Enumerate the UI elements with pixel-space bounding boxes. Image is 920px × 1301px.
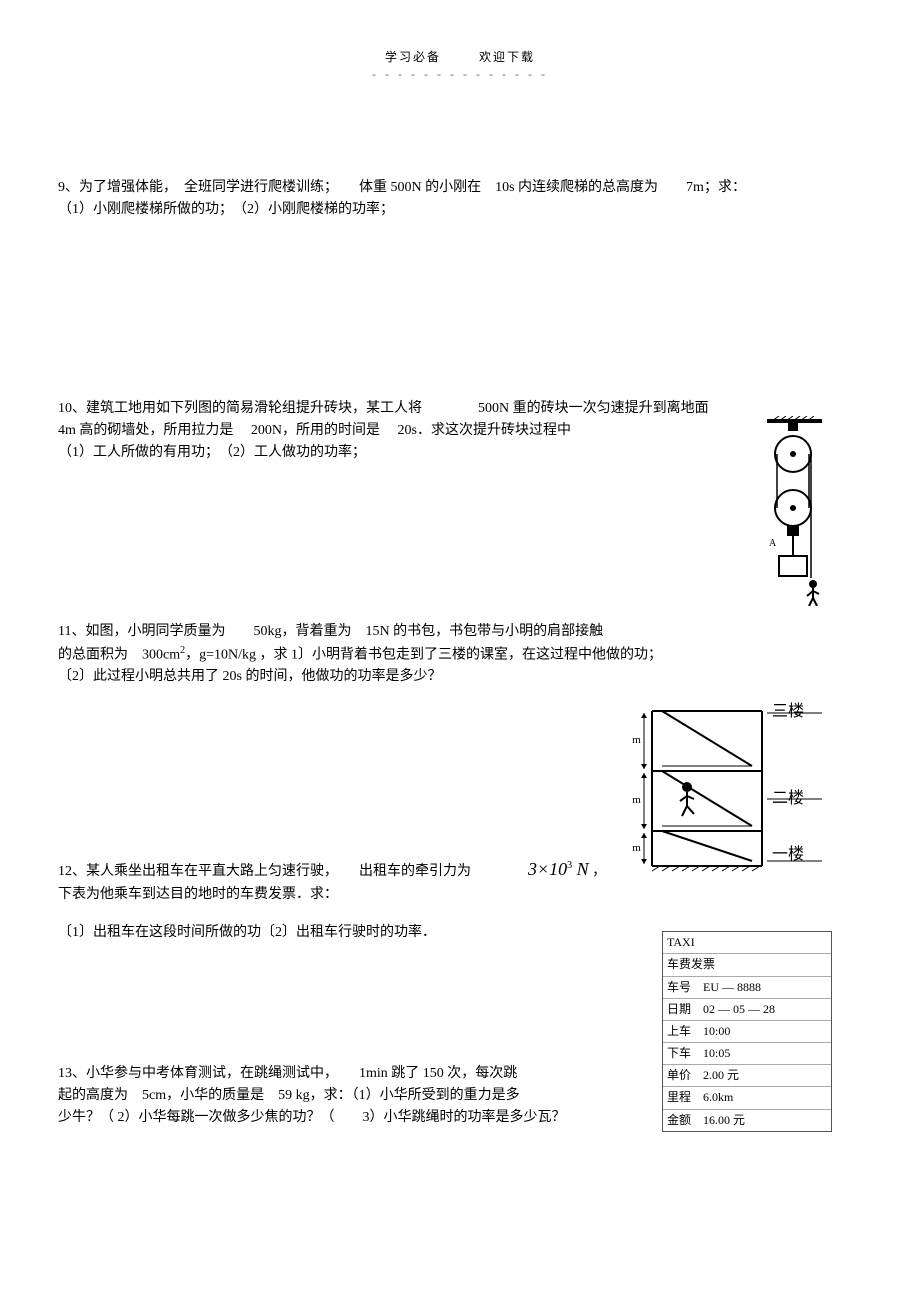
svg-text:二楼: 二楼 [772,789,804,807]
q10-line3: （1）工人所做的有用功； （2）工人做功的功率； [58,442,862,464]
taxi-subtitle: 车费发票 [667,955,715,974]
svg-text:3 m: 3 m [632,734,641,746]
question-12: 12、某人乘坐出租车在平直大路上匀速行驶， 出租车的牵引力为 3×103 N ，… [58,856,862,943]
q9-line1: 9、为了增强体能， 全班同学进行爬楼训练； 体重 500N 的小刚在 10s 内… [58,177,862,199]
svg-text:3 m: 3 m [632,794,641,806]
q12-line2: 下表为他乘车到达目的地时的车费发票．求： [58,884,862,906]
q9-line2: （1）小刚爬楼梯所做的功； （2）小刚爬楼梯的功率； [58,199,862,221]
header-dashes: - - - - - - - - - - - - - - [0,67,920,82]
q12-line1: 12、某人乘坐出租车在平直大路上匀速行驶， 出租车的牵引力为 3×103 N ， [58,856,862,884]
q10-line1: 10、建筑工地用如下列图的简易滑轮组提升砖块，某工人将 500N 重的砖块一次匀… [58,398,862,420]
question-9: 9、为了增强体能， 全班同学进行爬楼训练； 体重 500N 的小刚在 10s 内… [58,177,862,220]
svg-text:三楼: 三楼 [772,702,804,720]
q11-line2: 的总面积为 300cm2，g=10N/kg ，求 1〕小明背着书包走到了三楼的课… [58,643,862,666]
content-area: 9、为了增强体能， 全班同学进行爬楼训练； 体重 500N 的小刚在 10s 内… [0,177,920,1128]
header-text-right: 欢迎下载 [479,50,535,64]
question-11: 11、如图，小明同学质量为 50kg，背着重为 15N 的书包，书包带与小明的肩… [58,621,862,688]
question-13: 13、小华参与中考体育测试，在跳绳测试中， 1min 跳了 150 次，每次跳 … [58,1063,862,1128]
q13-line2: 起的高度为 5cm，小华的质量是 59 kg，求：（1）小华所受到的重力是多 [58,1085,862,1107]
q11-line1: 11、如图，小明同学质量为 50kg，背着重为 15N 的书包，书包带与小明的肩… [58,621,862,643]
svg-text:3 m: 3 m [632,842,641,854]
question-10: 10、建筑工地用如下列图的简易滑轮组提升砖块，某工人将 500N 重的砖块一次匀… [58,398,862,463]
q13-line3: 少牛？（ 2）小华每跳一次做多少焦的功？（ 3）小华跳绳时的功率是多少瓦？ [58,1107,862,1129]
q10-line2: 4m 高的砌墙处，所用拉力是 200N，所用的时间是 20s．求这次提升砖块过程… [58,420,862,442]
q13-line1: 13、小华参与中考体育测试，在跳绳测试中， 1min 跳了 150 次，每次跳 [58,1063,862,1085]
q11-line3: 〔2〕此过程小明总共用了 20s 的时间，他做功的功率是多少？ [58,666,862,688]
header-text-left: 学习必备 [385,50,441,64]
formula-force: 3×103 N [528,859,589,879]
taxi-title: TAXI [667,933,695,952]
page-header: 学习必备 欢迎下载 - - - - - - - - - - - - - - [0,0,920,82]
pulley-diagram: A [767,416,822,606]
svg-text:A: A [769,538,777,549]
